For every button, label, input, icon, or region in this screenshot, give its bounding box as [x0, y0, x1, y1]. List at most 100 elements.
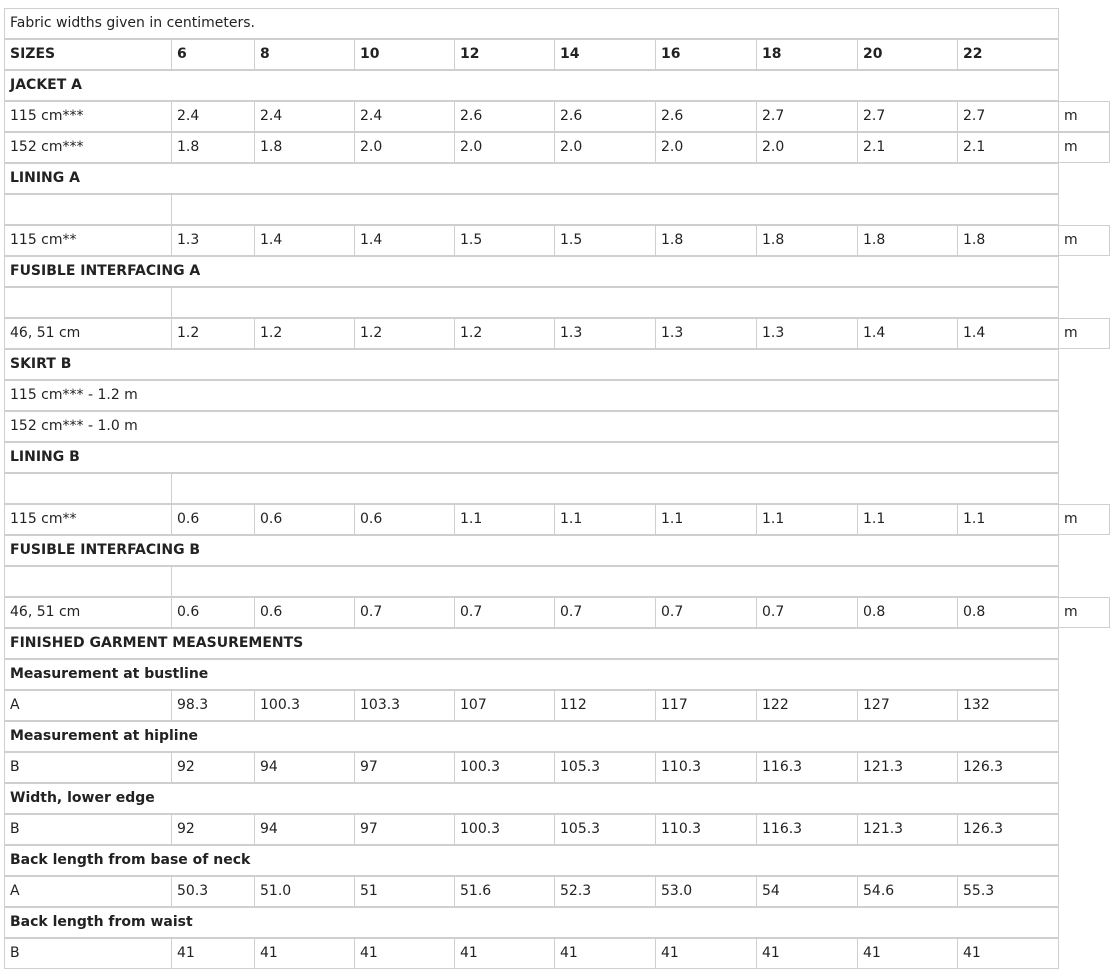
measurement-title-row: Measurement at hipline [4, 721, 1059, 752]
size-header: 12 [454, 39, 555, 70]
value-cell: 1.3 [171, 225, 255, 256]
value-cell: 94 [254, 814, 355, 845]
fabric-row: 115 cm** 1.3 1.4 1.4 1.5 1.5 1.8 1.8 1.8 1.8 m [4, 225, 1110, 256]
row-label: A [4, 876, 172, 907]
value-cell: 50.3 [171, 876, 255, 907]
value-cell: 2.7 [957, 101, 1059, 132]
value-cell: 105.3 [554, 814, 656, 845]
measurement-title: Measurement at hipline [4, 721, 1059, 752]
measurement-row: B 92 94 97 100.3 105.3 110.3 116.3 121.3 126.3 [4, 752, 1059, 783]
value-cell: 100.3 [454, 752, 555, 783]
value-cell: 100.3 [454, 814, 555, 845]
value-cell: 2.7 [756, 101, 858, 132]
row-label: B [4, 938, 172, 969]
value-cell: 97 [354, 752, 455, 783]
value-cell: 1.4 [354, 225, 455, 256]
value-cell: 100.3 [254, 690, 355, 721]
row-label: 46, 51 cm [4, 597, 172, 628]
section-title-row: LINING B [4, 442, 1059, 473]
value-cell: 1.1 [857, 504, 958, 535]
row-label: B [4, 814, 172, 845]
empty-cell [4, 566, 172, 597]
value-cell: 121.3 [857, 814, 958, 845]
value-cell: 1.2 [171, 318, 255, 349]
spacer-row [4, 473, 1059, 504]
value-cell: 1.1 [957, 504, 1059, 535]
value-cell: 107 [454, 690, 555, 721]
section-title: FUSIBLE INTERFACING B [4, 535, 1059, 566]
value-cell: 41 [957, 938, 1059, 969]
value-cell: 52.3 [554, 876, 656, 907]
value-cell: 41 [756, 938, 858, 969]
section-note-row: 115 cm*** - 1.2 m [4, 380, 1059, 411]
unit-cell: m [1058, 597, 1110, 628]
empty-cell [4, 473, 172, 504]
value-cell: 98.3 [171, 690, 255, 721]
measurement-title-row: Width, lower edge [4, 783, 1059, 814]
value-cell: 110.3 [655, 752, 757, 783]
section-note-row: 152 cm*** - 1.0 m [4, 411, 1059, 442]
measurement-row: B 41 41 41 41 41 41 41 41 41 [4, 938, 1059, 969]
value-cell: 105.3 [554, 752, 656, 783]
value-cell: 116.3 [756, 814, 858, 845]
row-label: 46, 51 cm [4, 318, 172, 349]
value-cell: 1.2 [254, 318, 355, 349]
fabric-row: 46, 51 cm 1.2 1.2 1.2 1.2 1.3 1.3 1.3 1.4 1.4 m [4, 318, 1110, 349]
value-cell: 1.4 [254, 225, 355, 256]
empty-cell [171, 473, 1059, 504]
value-cell: 41 [554, 938, 656, 969]
section-title: JACKET A [4, 70, 1059, 101]
section-title-row: JACKET A [4, 70, 1059, 101]
value-cell: 1.3 [756, 318, 858, 349]
value-cell: 92 [171, 752, 255, 783]
value-cell: 1.5 [554, 225, 656, 256]
section-title-row: LINING A [4, 163, 1059, 194]
spacer-row [4, 566, 1059, 597]
value-cell: 2.0 [756, 132, 858, 163]
size-header: 22 [957, 39, 1059, 70]
empty-cell [171, 194, 1059, 225]
value-cell: 1.5 [454, 225, 555, 256]
value-cell: 2.6 [655, 101, 757, 132]
value-cell: 54 [756, 876, 858, 907]
measurement-row: A 98.3 100.3 103.3 107 112 117 122 127 132 [4, 690, 1059, 721]
fabric-row: 115 cm*** 2.4 2.4 2.4 2.6 2.6 2.6 2.7 2.7 2.7 m [4, 101, 1110, 132]
unit-cell: m [1058, 504, 1110, 535]
measurement-title: Measurement at bustline [4, 659, 1059, 690]
section-title-row: FUSIBLE INTERFACING A [4, 256, 1059, 287]
unit-cell: m [1058, 101, 1110, 132]
size-header: 8 [254, 39, 355, 70]
fabric-note-row: Fabric widths given in centimeters. [4, 8, 1059, 39]
section-title: LINING B [4, 442, 1059, 473]
spacer-row [4, 194, 1059, 225]
value-cell: 1.1 [756, 504, 858, 535]
value-cell: 1.8 [756, 225, 858, 256]
section-title: SKIRT B [4, 349, 1059, 380]
measurement-title-row: Measurement at bustline [4, 659, 1059, 690]
value-cell: 1.3 [655, 318, 757, 349]
empty-cell [4, 194, 172, 225]
value-cell: 1.8 [171, 132, 255, 163]
section-note: 152 cm*** - 1.0 m [4, 411, 1059, 442]
value-cell: 41 [171, 938, 255, 969]
value-cell: 1.8 [957, 225, 1059, 256]
value-cell: 41 [857, 938, 958, 969]
value-cell: 2.0 [554, 132, 656, 163]
row-label: 115 cm** [4, 504, 172, 535]
value-cell: 2.0 [655, 132, 757, 163]
measurement-title: Width, lower edge [4, 783, 1059, 814]
value-cell: 2.1 [857, 132, 958, 163]
value-cell: 0.7 [454, 597, 555, 628]
value-cell: 41 [454, 938, 555, 969]
value-cell: 132 [957, 690, 1059, 721]
value-cell: 53.0 [655, 876, 757, 907]
unit-cell: m [1058, 132, 1110, 163]
value-cell: 55.3 [957, 876, 1059, 907]
fabric-row: 115 cm** 0.6 0.6 0.6 1.1 1.1 1.1 1.1 1.1 1.1 m [4, 504, 1110, 535]
value-cell: 0.6 [171, 597, 255, 628]
value-cell: 110.3 [655, 814, 757, 845]
value-cell: 41 [254, 938, 355, 969]
size-header: 10 [354, 39, 455, 70]
value-cell: 1.1 [454, 504, 555, 535]
value-cell: 0.7 [756, 597, 858, 628]
